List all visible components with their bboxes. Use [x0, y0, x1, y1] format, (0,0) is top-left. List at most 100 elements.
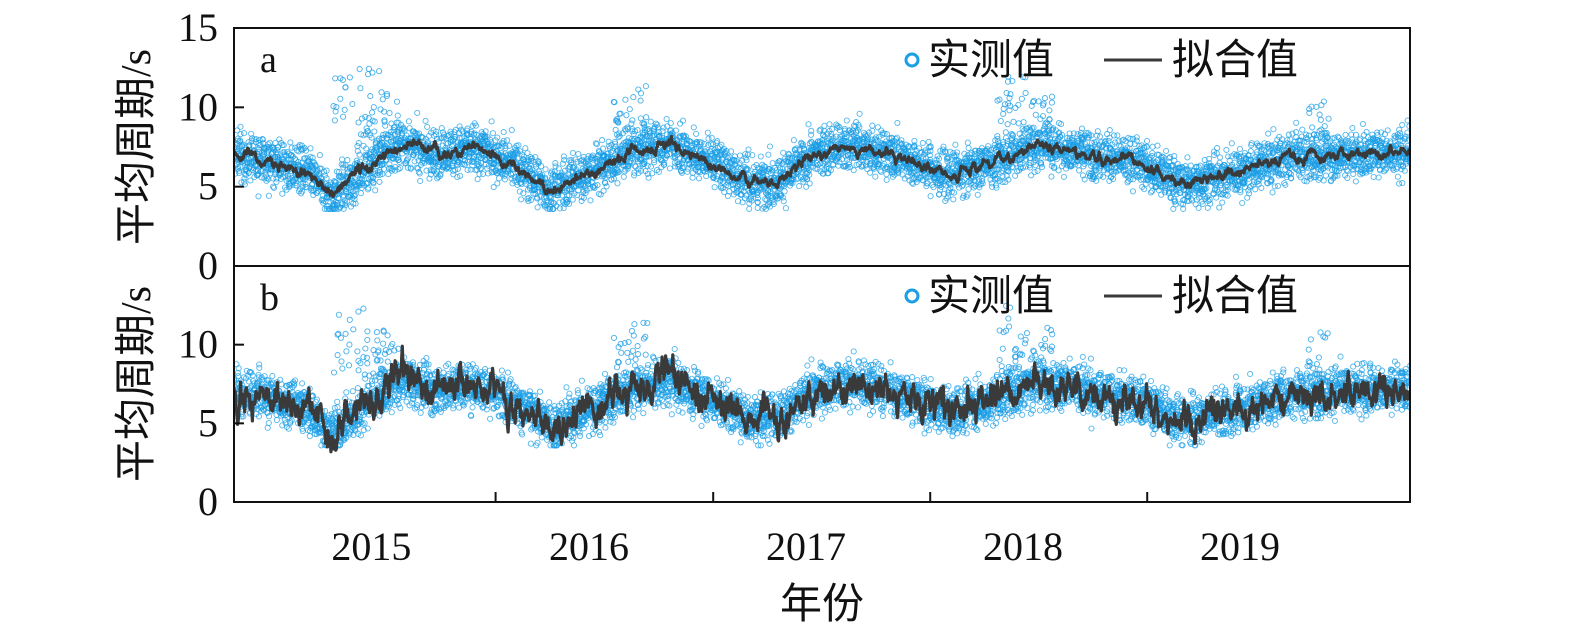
observed-point	[347, 181, 354, 188]
observed-point	[874, 124, 881, 131]
observed-point	[273, 178, 280, 186]
observed-point	[422, 117, 429, 124]
observed-point	[386, 161, 393, 168]
observed-point	[397, 164, 404, 172]
observed-point	[240, 130, 248, 137]
observed-point	[245, 139, 252, 146]
observed-point	[414, 109, 421, 116]
observed-point	[952, 141, 959, 148]
observed-point	[1034, 167, 1041, 174]
observed-point	[263, 174, 271, 181]
observed-point	[869, 122, 876, 129]
observed-point	[248, 130, 255, 137]
observed-point	[431, 158, 438, 165]
observed-point	[344, 157, 351, 164]
observed-point	[534, 204, 541, 211]
observed-point	[355, 140, 362, 147]
observed-point	[500, 129, 507, 136]
observed-point	[1076, 167, 1083, 174]
observed-point	[302, 147, 309, 154]
observed-point	[372, 187, 379, 194]
observed-point	[746, 205, 753, 212]
observed-point	[433, 128, 440, 135]
observed-point	[765, 151, 772, 158]
observed-point	[303, 184, 310, 191]
observed-point	[780, 149, 787, 156]
observed-point	[1031, 168, 1038, 176]
observed-point	[364, 186, 372, 193]
observed-point	[647, 118, 654, 125]
observed-point	[974, 191, 981, 198]
observed-point	[599, 137, 606, 144]
observed-point	[927, 193, 934, 200]
observed-point	[340, 205, 347, 212]
observed-point	[370, 180, 377, 187]
observed-point	[757, 153, 764, 160]
observed-point	[237, 131, 244, 138]
observed-point	[620, 173, 627, 180]
observed-point	[274, 147, 281, 154]
observed-point	[1184, 154, 1191, 161]
observed-point	[474, 176, 481, 183]
observed-point	[419, 134, 426, 141]
observed-point	[276, 136, 283, 143]
observed-point	[416, 170, 423, 177]
observed-point	[1195, 204, 1202, 211]
observed-point	[506, 142, 513, 149]
observed-point	[307, 145, 314, 152]
observed-point	[965, 186, 972, 193]
observed-point	[287, 139, 294, 146]
observed-point	[237, 123, 244, 130]
observed-point	[708, 134, 715, 141]
observed-point	[637, 115, 644, 122]
observed-point	[494, 180, 501, 187]
observed-point	[280, 142, 287, 149]
observed-point	[485, 170, 492, 177]
observed-point	[1216, 204, 1223, 211]
observed-point	[234, 163, 241, 171]
observed-point	[796, 183, 803, 190]
observed-point	[376, 178, 383, 185]
observed-point	[332, 199, 339, 206]
observed-point	[835, 162, 842, 169]
observed-point	[247, 177, 254, 184]
observed-point	[415, 169, 422, 176]
observed-point	[336, 173, 343, 180]
observed-point	[1214, 145, 1221, 152]
observed-point	[736, 152, 744, 159]
observed-point	[575, 150, 582, 158]
observed-point	[335, 195, 342, 202]
observed-point	[1216, 154, 1224, 161]
observed-point	[599, 145, 607, 152]
observed-point	[285, 184, 293, 191]
observed-point	[781, 188, 788, 195]
observed-point	[769, 160, 776, 167]
observed-point	[356, 151, 363, 158]
observed-point	[745, 146, 752, 153]
observed-point	[342, 200, 349, 207]
observed-point	[964, 139, 971, 146]
observed-point	[403, 158, 410, 165]
observed-point	[663, 115, 670, 123]
observed-point	[350, 192, 358, 200]
observed-point	[965, 144, 972, 152]
observed-point	[489, 130, 496, 137]
observed-point	[1106, 127, 1113, 134]
observed-point	[288, 144, 295, 151]
observed-point	[392, 167, 399, 174]
observed-point	[241, 181, 248, 188]
observed-point	[423, 167, 430, 174]
observed-point	[274, 150, 281, 158]
observed-point	[695, 175, 703, 182]
observed-point	[754, 204, 761, 212]
observed-point	[241, 178, 248, 185]
observed-point	[385, 171, 392, 178]
observed-point	[404, 164, 411, 171]
observed-point	[693, 130, 700, 137]
observed-point	[291, 155, 298, 162]
observed-point	[883, 176, 890, 183]
observed-point	[806, 180, 813, 187]
observed-point	[1114, 132, 1121, 139]
observed-point	[241, 175, 248, 182]
observed-point	[1163, 147, 1170, 155]
